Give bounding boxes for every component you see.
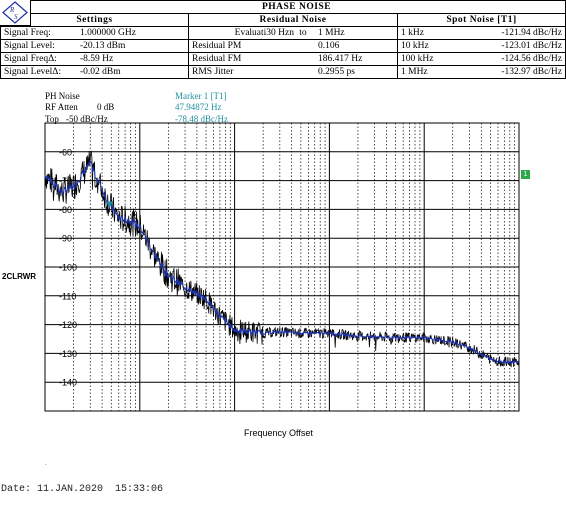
header-row: Signal Level: -20.13 dBm Residual PM 0.1… (0, 39, 566, 53)
trace-smoothed-line (44, 160, 520, 365)
y-tick-label: -110 (59, 291, 76, 301)
header-table: PHASE NOISE Settings Residual Noise Spot… (0, 0, 566, 79)
x-axis-label: Frequency Offset (244, 428, 313, 438)
y-tick-label: -100 (59, 263, 77, 273)
marker-title: Marker 1 [T1] (175, 91, 227, 101)
marker-level: -78.48 dBc/Hz (175, 114, 228, 124)
marker-freq: 47.94872 Hz (175, 102, 222, 112)
rf-atten-value: 0 dB (97, 102, 115, 112)
marker-indicator[interactable]: 1 (521, 170, 530, 179)
chart-grid (44, 122, 520, 412)
y-tick-label: -80 (59, 205, 72, 215)
footer-date: Date: 11.JAN.2020 15:33:06 (1, 484, 164, 495)
footer-dot: . (44, 460, 48, 467)
rf-atten-label: RF Atten (45, 102, 78, 112)
y-tick-label: -60 (59, 147, 72, 157)
res-label: RMS Jitter (188, 65, 315, 79)
marker-1-point (106, 201, 114, 209)
marker-group (106, 201, 114, 209)
y-tick-label: -140 (59, 378, 77, 388)
spot-freq: 1 MHz (397, 65, 464, 79)
trace-raw-line (44, 150, 520, 368)
header-row: Signal LevelΔ: -0.02 dBm RMS Jitter 0.29… (0, 65, 566, 79)
row-label: Signal LevelΔ: (0, 65, 77, 79)
ph-noise-label: PH Noise (45, 91, 80, 101)
rohde-schwarz-logo: R S (0, 0, 31, 26)
trace-mode-label: 2CLRWR (2, 272, 37, 281)
svg-text:R: R (9, 6, 15, 14)
res-value: 0.2955 ps (315, 65, 398, 79)
y-tick-label: -70 (59, 176, 72, 186)
y-tick-label: -130 (59, 349, 77, 359)
y-tick-label: -120 (59, 320, 77, 330)
svg-text:S: S (14, 13, 18, 21)
trace-group (44, 150, 520, 368)
spot-value: -132.97 dBc/Hz (464, 65, 566, 79)
top-value: -50 dBc/Hz (66, 114, 108, 124)
y-tick-label: -90 (59, 234, 72, 244)
top-label: Top (45, 114, 59, 124)
y-tick-labels: -60 -70 -80 -90 -100 -110 -120 -130 -140 (59, 147, 77, 387)
